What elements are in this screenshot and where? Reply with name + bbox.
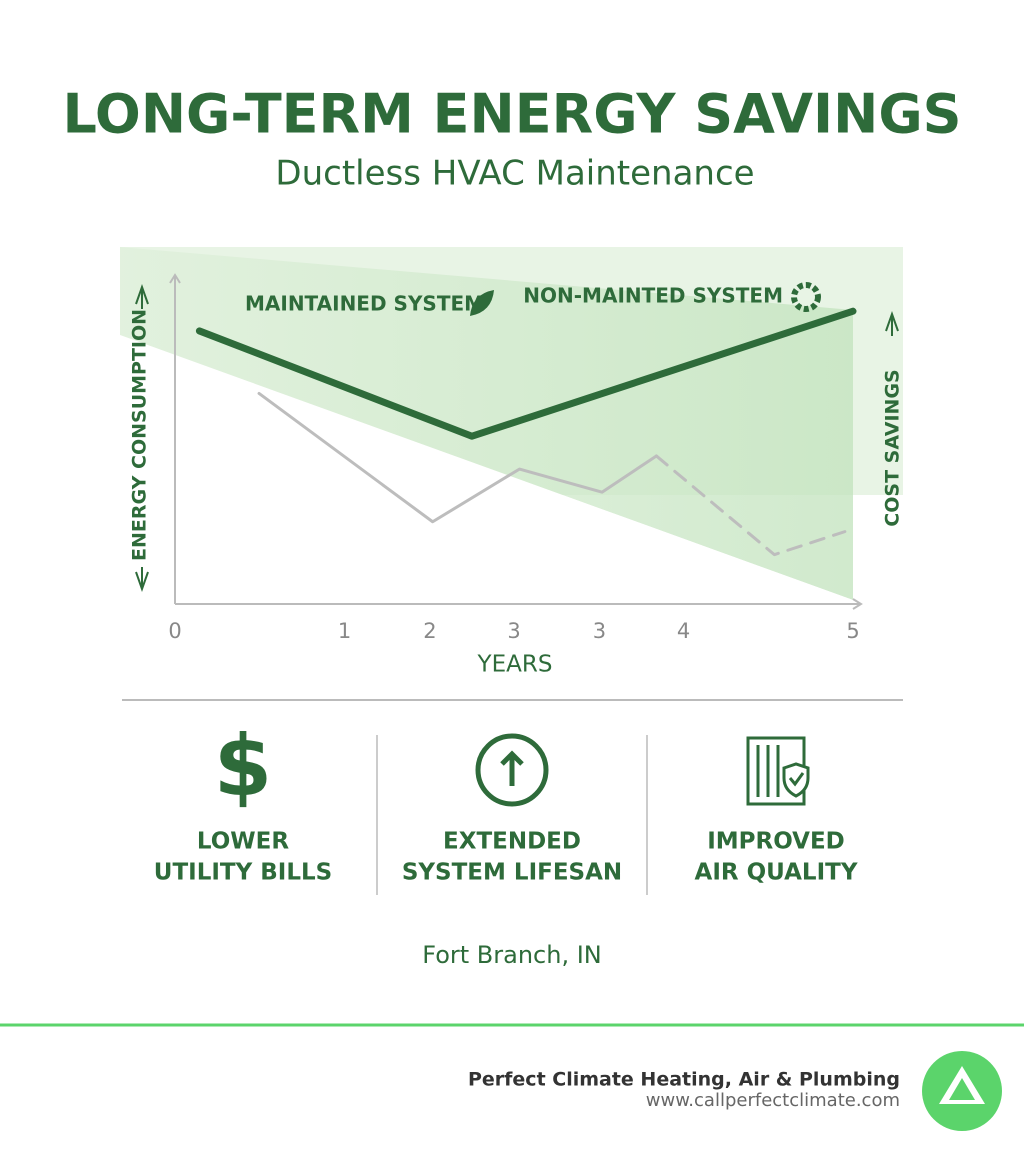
gear-icon — [791, 282, 821, 312]
series-line — [654, 454, 847, 557]
series-line — [195, 307, 857, 440]
x-axis-label: YEARS — [477, 652, 553, 678]
url: www.callperfectclimate.com — [646, 1090, 900, 1111]
location: Fort Branch, IN — [422, 941, 601, 969]
arrow-icon — [475, 733, 549, 807]
features: LOWER UTILITY BILLS EXTENDED SYSTEM LIFESAN… — [154, 829, 858, 886]
axis-arrow-icon — [135, 283, 149, 305]
line-chart: 0 1 2 3 3 4 5 YEARS ENERGY CONSUMPTION COST SAVIN… — [129, 273, 904, 678]
logo — [922, 1051, 1002, 1131]
feature-label: LOWER — [197, 829, 289, 855]
x-axis-arrow — [852, 598, 863, 610]
company: Perfect Climate Heating, Air & Plumbing — [468, 1069, 900, 1091]
y-axis-arrow — [169, 273, 181, 284]
y2-axis-label: COST SAVINGS — [882, 369, 904, 526]
x-tick-label: 4 — [677, 619, 690, 643]
savings-wedge — [120, 247, 853, 600]
x-tick-label: 2 — [423, 619, 436, 643]
axis-arrow-icon — [885, 310, 899, 332]
x-tick-label: 1 — [338, 619, 351, 643]
x-tick-label: 3 — [507, 619, 520, 643]
feature-label: EXTENDED — [443, 829, 581, 855]
x-tick-label: 0 — [168, 619, 181, 643]
series-line — [257, 391, 658, 524]
title: LONG-TERM ENERGY SAVINGS — [62, 83, 961, 146]
x-tick-label: 5 — [846, 619, 859, 643]
axis-arrow-icon — [135, 571, 149, 593]
feature-label: AIR QUALITY — [695, 860, 858, 886]
subtitle: Ductless HVAC Maintenance — [275, 154, 754, 194]
dollar-icon: $ — [214, 717, 272, 815]
feature-label: SYSTEM LIFESAN — [402, 860, 622, 886]
y-axis-label: ENERGY CONSUMPTION — [129, 309, 151, 561]
wedge-mask — [120, 335, 853, 600]
feature-label: IMPROVED — [707, 829, 845, 855]
feature-label: UTILITY BILLS — [154, 860, 332, 886]
x-tick-label: 3 — [593, 619, 606, 643]
legend-label: NON-MAINTED SYSTEM — [523, 284, 783, 308]
filter-icon — [746, 736, 810, 806]
leaf-icon — [470, 290, 494, 316]
legend-label: MAINTAINED SYSTEM — [245, 292, 484, 316]
